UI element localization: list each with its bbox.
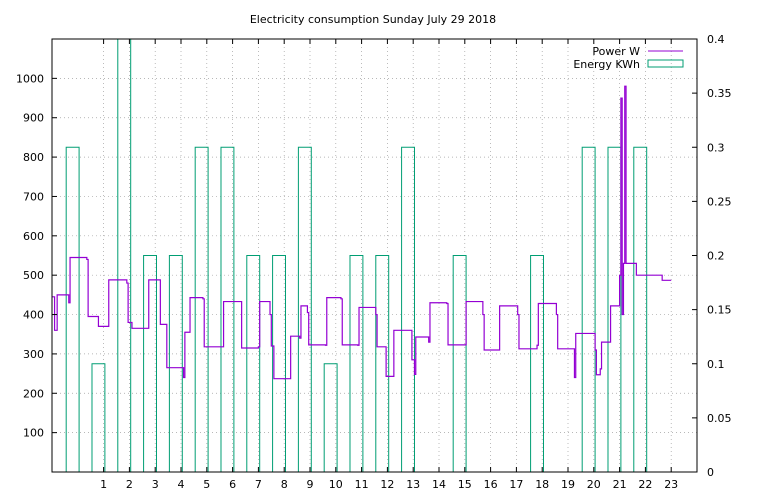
x-tick-label: 11 [355,478,369,491]
x-tick-label: 16 [484,478,498,491]
y-tick-label: 600 [23,230,44,243]
x-tick-label: 6 [229,478,236,491]
energy-bar [581,146,596,472]
energy-bar [272,255,286,472]
x-tick-label: 15 [458,478,472,491]
energy-bar [91,363,106,472]
x-tick-label: 8 [281,478,288,491]
y-tick-label: 700 [23,190,44,203]
y2-tick-label: 0.2 [707,250,725,263]
legend-label-energy: Energy KWh [573,58,640,71]
energy-bar [633,146,648,472]
x-tick-label: 9 [307,478,314,491]
energy-bar [65,146,80,472]
energy-bar [143,255,157,472]
x-axis: 1 2 3 4 5 6 7 8 9 10 11 12 13 14 15 16 17 18 19 20 21 22 23 [100,39,678,491]
y2-tick-label: 0.15 [707,304,732,317]
y2-tick-label: 0.35 [707,87,732,100]
y2-tick-label: 0.4 [707,33,725,46]
y-tick-label: 1000 [16,72,44,85]
y2-tick-label: 0.1 [707,358,725,371]
legend-label-power: Power W [592,45,640,58]
y-tick-label: 300 [23,348,44,361]
energy-bar [349,255,364,472]
y2-tick-label: 0.05 [707,412,732,425]
x-tick-label: 20 [587,478,601,491]
x-tick-label: 4 [178,478,185,491]
x-tick-label: 5 [203,478,210,491]
y-tick-label: 800 [23,151,44,164]
x-tick-label: 10 [329,478,343,491]
x-tick-label: 17 [509,478,523,491]
x-tick-label: 19 [561,478,575,491]
energy-bar [401,146,415,472]
power-line-path [52,85,672,380]
x-tick-label: 12 [380,478,394,491]
y2-tick-label: 0.25 [707,195,732,208]
y-tick-label: 500 [23,269,44,282]
y-axis-left: 100 200 300 400 500 600 700 800 900 1000 [16,72,57,440]
energy-bar [194,146,209,472]
x-tick-label: 2 [126,478,133,491]
power-series [52,85,672,380]
energy-bar [530,255,544,472]
x-tick-label: 22 [638,478,652,491]
energy-bar [220,146,235,472]
energy-bar [323,363,338,472]
y-tick-label: 900 [23,112,44,125]
y2-tick-label: 0.3 [707,141,725,154]
legend-swatch-energy [647,59,684,68]
energy-bar [375,255,390,472]
energy-bar [168,255,183,472]
energy-bar [246,255,261,472]
energy-series [65,38,648,472]
y-tick-label: 200 [23,387,44,400]
y-tick-label: 100 [23,427,44,440]
x-tick-label: 18 [535,478,549,491]
chart-title: Electricity consumption Sunday July 29 2… [250,13,496,26]
y-axis-right: 0 0.05 0.1 0.15 0.2 0.25 0.3 0.35 0.4 [692,33,732,479]
x-tick-label: 23 [664,478,678,491]
x-tick-label: 1 [100,478,107,491]
y-tick-label: 400 [23,309,44,322]
x-tick-label: 13 [406,478,420,491]
energy-bar [607,146,622,472]
energy-bar [297,146,312,472]
x-tick-label: 3 [152,478,159,491]
x-tick-label: 21 [613,478,627,491]
y2-tick-label: 0 [707,466,714,479]
energy-bar [117,38,132,472]
x-tick-label: 14 [432,478,446,491]
x-tick-label: 7 [255,478,262,491]
legend: Power W Energy KWh [573,45,684,71]
energy-bar [452,255,467,472]
